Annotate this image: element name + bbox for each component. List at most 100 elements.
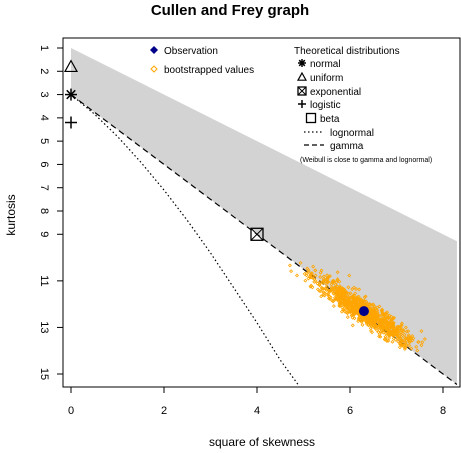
normal-legend-marker xyxy=(298,59,306,67)
y-tick-label: 2 xyxy=(38,68,50,74)
bootstrap-legend-label: bootstrapped values xyxy=(164,65,254,76)
bootstrap-point xyxy=(346,291,351,296)
bootstrap-point xyxy=(387,324,392,328)
bootstrap-point xyxy=(383,324,388,329)
bootstrap-point xyxy=(321,276,326,281)
beta-legend-label: beta xyxy=(320,114,340,125)
x-axis: 0 2 4 6 8 xyxy=(68,386,446,417)
bootstrap-point xyxy=(362,295,367,300)
bootstrap-point xyxy=(322,293,327,298)
bootstrap-point xyxy=(356,300,361,305)
bootstrap-point xyxy=(391,320,396,325)
bootstrap-point xyxy=(419,329,424,334)
bootstrap-point xyxy=(317,283,322,288)
bootstrap-point xyxy=(389,319,394,324)
bootstrap-point xyxy=(407,340,412,345)
bootstrap-point xyxy=(362,316,367,321)
bootstrap-point xyxy=(334,285,339,290)
bootstrap-point xyxy=(295,273,299,278)
bootstrap-point xyxy=(311,264,316,269)
uniform-legend-marker-shape xyxy=(296,71,308,81)
bootstrap-point xyxy=(343,299,348,304)
bootstrap-point xyxy=(388,324,393,329)
bootstrap-point xyxy=(380,311,385,316)
bootstrap-point xyxy=(341,292,346,297)
bootstrap-point xyxy=(344,290,349,295)
x-axis-label: square of skewness xyxy=(209,435,315,449)
bootstrap-point xyxy=(403,325,408,330)
bootstrap-point xyxy=(370,322,375,327)
exponential-marker-x2 xyxy=(250,227,264,241)
bootstrap-point xyxy=(370,330,374,335)
bootstrap-point xyxy=(354,306,359,311)
bootstrap-point xyxy=(388,333,393,338)
x-tick-label: 4 xyxy=(254,405,260,417)
bootstrap-point xyxy=(335,297,340,302)
bootstrap-point xyxy=(371,313,376,318)
bootstrap-point xyxy=(337,304,342,308)
bootstrap-point xyxy=(342,302,347,307)
bootstrap-point xyxy=(384,329,388,334)
bootstrap-point xyxy=(321,290,326,295)
bootstrap-point xyxy=(349,306,354,311)
beta-legend-marker-box xyxy=(305,112,317,124)
bootstrap-point xyxy=(305,266,310,271)
plot-content xyxy=(63,48,458,386)
bootstrap-point xyxy=(402,345,407,350)
bootstrap-point xyxy=(411,336,416,341)
beta-legend-marker xyxy=(305,112,317,124)
legend-theoretical: Theoretical distributions normal uniform ex… xyxy=(294,46,432,164)
bootstrap-point xyxy=(367,302,372,306)
bootstrap-point xyxy=(346,298,351,303)
y-tick-label: 7 xyxy=(38,185,50,191)
bootstrap-point xyxy=(289,269,294,274)
bootstrap-point xyxy=(339,309,344,314)
bootstrap-point xyxy=(345,303,350,308)
bootstrap-point xyxy=(319,294,324,299)
bootstrap-point xyxy=(388,319,393,324)
bootstrap-point xyxy=(422,337,427,342)
bootstrap-point xyxy=(374,323,379,328)
bootstrap-point xyxy=(313,273,318,278)
bootstrap-point xyxy=(332,295,337,300)
bootstrap-point xyxy=(337,286,342,290)
bootstrap-point xyxy=(336,299,341,304)
bootstrap-point xyxy=(409,346,414,351)
bootstrap-point xyxy=(318,270,323,275)
bootstrap-point xyxy=(303,278,308,283)
bootstrap-point xyxy=(375,314,380,319)
bootstrap-point xyxy=(366,322,371,327)
bootstrap-point xyxy=(348,295,353,300)
bootstrap-point xyxy=(368,319,373,324)
bootstrap-point xyxy=(318,275,323,279)
bootstrap-point xyxy=(386,338,391,343)
bootstrap-point xyxy=(400,342,405,347)
exponential-marker xyxy=(250,227,264,241)
bootstrap-point xyxy=(386,327,391,332)
y-tick-label: 11 xyxy=(38,275,50,286)
x-tick-label: 2 xyxy=(161,405,167,417)
bootstrap-point xyxy=(419,343,424,348)
bootstrap-point xyxy=(368,313,373,318)
bootstrap-point xyxy=(329,282,334,287)
bootstrap-point xyxy=(399,334,404,339)
bootstrap-point xyxy=(395,336,400,341)
bootstrap-point xyxy=(356,317,361,322)
bootstrap-point xyxy=(391,336,396,341)
bootstrap-point xyxy=(369,316,374,321)
bootstrap-point xyxy=(416,339,421,344)
bootstrap-point xyxy=(366,306,371,311)
bootstrap-point xyxy=(376,330,381,335)
exponential-legend-label: exponential xyxy=(310,87,361,98)
bootstrap-point xyxy=(348,291,353,296)
bootstrap-point xyxy=(344,291,349,296)
bootstrap-point xyxy=(359,297,363,302)
bootstrap-point xyxy=(335,270,340,275)
bootstrap-point xyxy=(407,343,412,348)
bootstrap-point xyxy=(399,330,404,335)
bootstrap-point xyxy=(398,324,403,329)
bootstrap-point xyxy=(338,301,343,306)
lognormal-legend-label: lognormal xyxy=(330,128,374,139)
bootstrap-point xyxy=(326,291,331,296)
bootstrap-point xyxy=(392,315,396,320)
